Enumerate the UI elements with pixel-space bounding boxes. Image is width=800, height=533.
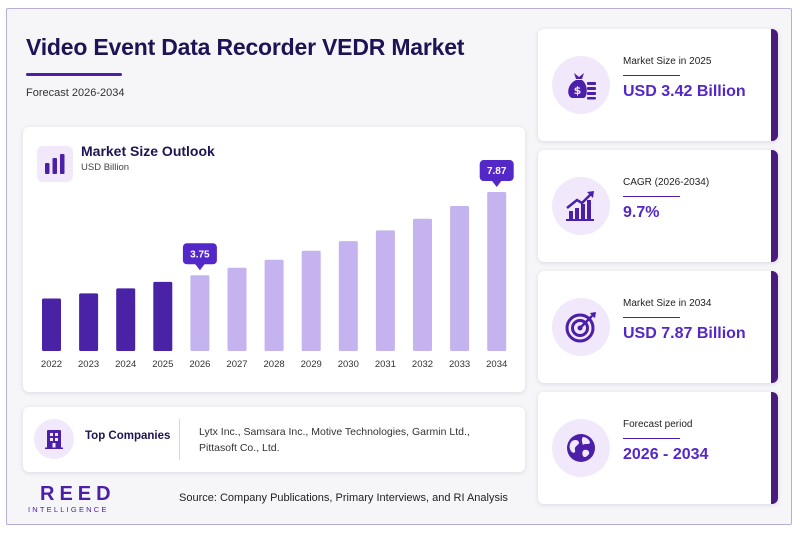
stat-label: Forecast period (623, 419, 693, 430)
x-tick-label: 2032 (412, 359, 433, 370)
stat-rule (623, 75, 680, 76)
brand-logo-subtitle: INTELLIGENCE (28, 505, 109, 514)
money-bag-icon: $ (552, 56, 610, 114)
bar-2032 (413, 218, 432, 351)
page-subtitle: Forecast 2026-2034 (26, 87, 125, 99)
bar-2030 (338, 241, 358, 351)
source-note: Source: Company Publications, Primary In… (179, 492, 508, 504)
stat-value: 9.7% (623, 204, 660, 221)
x-tick-label: 2026 (189, 359, 210, 370)
stat-rule (623, 196, 680, 197)
stat-value: USD 3.42 Billion (623, 83, 746, 100)
bar-chart: 2022 2023 2024 2025 2026 3.75 2027 2028 2029 2030… (41, 160, 514, 370)
data-label-2034: 7.87 (479, 160, 514, 188)
bar-2029 (301, 250, 321, 351)
stat-card-edge (771, 150, 778, 262)
chart-title: Market Size Outlook (81, 143, 215, 159)
bar-2027 (227, 267, 247, 351)
svg-text:3.75: 3.75 (190, 249, 210, 260)
stat-rule (623, 317, 680, 318)
bar-2028 (264, 259, 284, 351)
stat-value: 2026 - 2034 (623, 446, 709, 463)
x-tick-label: 2027 (226, 359, 247, 370)
bar-chart-icon (37, 146, 73, 182)
stat-label: Market Size in 2025 (623, 56, 712, 67)
svg-text:$: $ (574, 84, 582, 97)
stat-card-market-2025: $ Market Size in 2025 USD 3.42 Billion (538, 29, 778, 141)
x-tick-label: 2033 (449, 359, 470, 370)
x-tick-label: 2034 (486, 359, 507, 370)
top-companies-label: Top Companies (85, 430, 171, 442)
x-tick-label: 2028 (264, 359, 285, 370)
stat-label: Market Size in 2034 (623, 298, 712, 309)
data-label-2026: 3.75 (182, 243, 217, 271)
x-tick-label: 2030 (338, 359, 359, 370)
stat-card-edge (771, 392, 778, 504)
x-tick-label: 2031 (375, 359, 396, 370)
stat-card-market-2034: Market Size in 2034 USD 7.87 Billion (538, 271, 778, 383)
stat-label: CAGR (2026-2034) (623, 177, 710, 188)
page-title: Video Event Data Recorder VEDR Market (26, 34, 465, 60)
title-underline (26, 73, 122, 76)
stat-value: USD 7.87 Billion (623, 325, 746, 342)
target-icon (552, 298, 610, 356)
bar-2033 (450, 205, 470, 351)
bar-2024 (116, 288, 136, 351)
stat-card-edge (771, 29, 778, 141)
bar-2026 (190, 275, 210, 351)
top-companies-card: Top Companies Lytx Inc., Samsara Inc., M… (23, 407, 525, 472)
brand-logo: REED (40, 483, 116, 505)
bar-2023 (79, 293, 99, 351)
bar-2031 (375, 230, 395, 351)
growth-chart-icon (552, 177, 610, 235)
building-icon (34, 419, 74, 459)
stat-card-forecast-period: Forecast period 2026 - 2034 (538, 392, 778, 504)
bar-2022 (42, 298, 61, 351)
stat-card-cagr: CAGR (2026-2034) 9.7% (538, 150, 778, 262)
x-tick-label: 2023 (78, 359, 99, 370)
chart-unit: USD Billion (81, 162, 130, 173)
svg-text:7.87: 7.87 (487, 166, 507, 177)
divider (179, 419, 180, 460)
market-size-chart-card: Market Size Outlook USD Billion 2022 2023… (23, 127, 525, 392)
x-tick-label: 2025 (152, 359, 173, 370)
x-tick-label: 2029 (301, 359, 322, 370)
x-tick-label: 2022 (41, 359, 62, 370)
x-tick-label: 2024 (115, 359, 136, 370)
bar-2025 (153, 281, 173, 351)
bar-2034 (487, 192, 507, 351)
top-companies-list: Lytx Inc., Samsara Inc., Motive Technolo… (199, 426, 470, 454)
globe-icon (552, 419, 610, 477)
stat-rule (623, 438, 680, 439)
stat-card-edge (771, 271, 778, 383)
